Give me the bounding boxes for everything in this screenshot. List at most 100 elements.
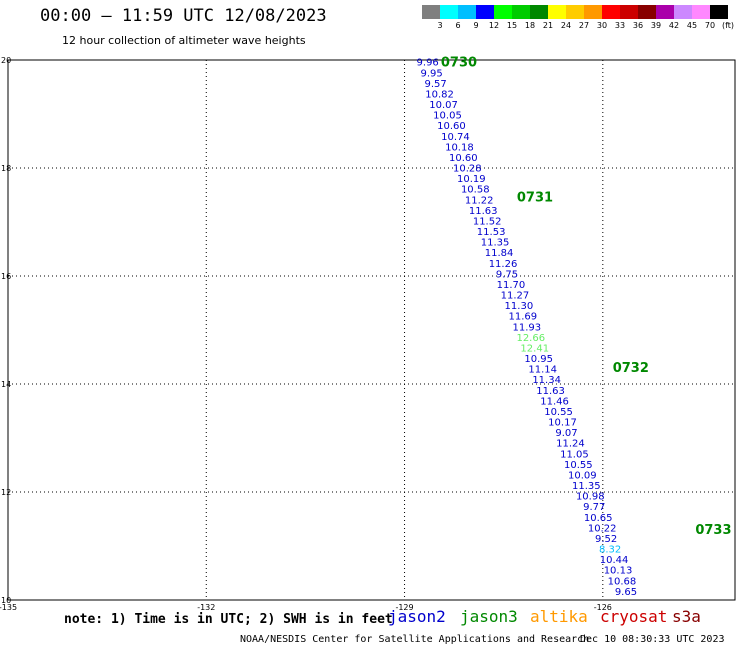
colorbar-label: 30 [596,21,608,30]
swh-label: 10.22 [588,523,617,534]
colorbar-label: 33 [614,21,626,30]
swh-label: 10.95 [524,354,553,365]
colorbar-label: 27 [578,21,590,30]
swh-label: 11.34 [532,375,561,386]
swh-label: 9.75 [496,269,518,280]
colorbar-label: 3 [437,21,443,30]
x-tick-label: -132 [197,603,215,612]
swh-label: 10.74 [441,132,470,143]
swh-label: 9.96 [417,58,439,69]
swh-label: 10.44 [600,555,629,566]
swh-label: 11.05 [560,449,589,460]
colorbar-swatch [494,5,512,19]
swh-label: 10.09 [568,470,597,481]
swh-label: 10.65 [584,513,613,524]
swh-label: 10.58 [461,185,490,196]
colorbar-swatch [674,5,692,19]
swh-label: 10.07 [429,100,458,111]
swh-label: 11.70 [497,280,526,291]
swh-label: 10.60 [449,153,478,164]
swh-label: 10.60 [437,121,466,132]
swh-label: 11.63 [536,386,565,397]
colorbar-label: 36 [632,21,644,30]
colorbar-swatch [530,5,548,19]
colorbar-swatch [566,5,584,19]
colorbar-swatch [692,5,710,19]
swh-label: 11.52 [473,216,502,227]
swh-label: 10.55 [564,460,593,471]
swh-label: 9.52 [595,534,617,545]
pass-time-label: 0733 [695,523,731,538]
pass-time-label: 0730 [441,56,477,71]
swh-label: 10.18 [445,142,474,153]
swh-label: 9.07 [555,428,577,439]
plot-frame [7,59,736,601]
satellite-legend-altika: altika [530,607,588,626]
satellite-legend-cryosat: cryosat [600,607,668,626]
colorbar-swatch [512,5,530,19]
swh-label: 10.19 [457,174,486,185]
colorbar-swatch [548,5,566,19]
swh-label: 12.66 [516,333,545,344]
satellite-legend-jason2: jason2 [388,607,446,626]
y-tick-label: 12 [1,488,11,497]
swh-label: 11.35 [481,238,510,249]
swh-label: 11.53 [477,227,506,238]
swh-label: 10.28 [453,164,482,175]
colorbar-label: 9 [473,21,479,30]
colorbar-label: 15 [506,21,518,30]
swh-label: 11.30 [505,301,534,312]
swh-label: 11.24 [556,439,585,450]
footnote: note: 1) Time is in UTC; 2) SWH is in fe… [64,612,393,627]
chart-subtitle: 12 hour collection of altimeter wave hei… [62,34,306,47]
swh-label: 10.13 [604,566,633,577]
colorbar-label: 45 [686,21,698,30]
colorbar-label: 39 [650,21,662,30]
x-tick-label: -135 [0,603,17,612]
swh-label: 9.77 [583,502,605,513]
swh-label: 11.35 [572,481,601,492]
swh-label: 11.93 [512,322,541,333]
swh-label: 10.17 [548,418,577,429]
colorbar-swatch [422,5,440,19]
swh-label: 9.65 [615,587,637,598]
swh-label: 11.27 [501,291,530,302]
colorbar-swatch [602,5,620,19]
swh-label: 11.46 [540,396,569,407]
swh-label: 12.41 [520,343,549,354]
colorbar-swatch [476,5,494,19]
y-tick-label: 18 [1,164,11,173]
pass-time-label: 0731 [517,191,553,206]
swh-label: 10.68 [608,576,637,587]
y-tick-label: 20 [1,56,11,65]
colorbar-label: 6 [455,21,461,30]
footer-timestamp: Dec 10 08:30:33 UTC 2023 [580,634,725,645]
swh-label: 11.26 [489,259,518,270]
swh-label: 11.22 [465,195,494,206]
swh-label: 10.55 [544,407,573,418]
swh-label: 10.82 [425,89,454,100]
swh-label: 10.98 [576,492,605,503]
colorbar-swatch [656,5,674,19]
colorbar-unit: (ft) [721,21,735,30]
swh-label: 11.14 [528,365,557,376]
colorbar-swatch [584,5,602,19]
colorbar-label: 12 [488,21,500,30]
y-tick-label: 14 [1,380,11,389]
colorbar-label: 24 [560,21,572,30]
swh-label: 9.57 [424,79,446,90]
swh-label: 11.69 [509,312,538,323]
satellite-legend-s3a: s3a [672,607,701,626]
colorbar-label: 42 [668,21,680,30]
x-tick-label: -126 [594,603,612,612]
y-tick-label: 10 [1,596,11,605]
colorbar-swatch [440,5,458,19]
footer-source: NOAA/NESDIS Center for Satellite Applica… [240,634,590,645]
pass-time-label: 0732 [613,361,649,376]
swh-label: 11.63 [469,206,498,217]
x-tick-label: -129 [395,603,413,612]
y-tick-label: 16 [1,272,11,281]
swh-label: 10.05 [433,111,462,122]
colorbar-swatch [638,5,656,19]
swh-label: 8.32 [599,545,621,556]
